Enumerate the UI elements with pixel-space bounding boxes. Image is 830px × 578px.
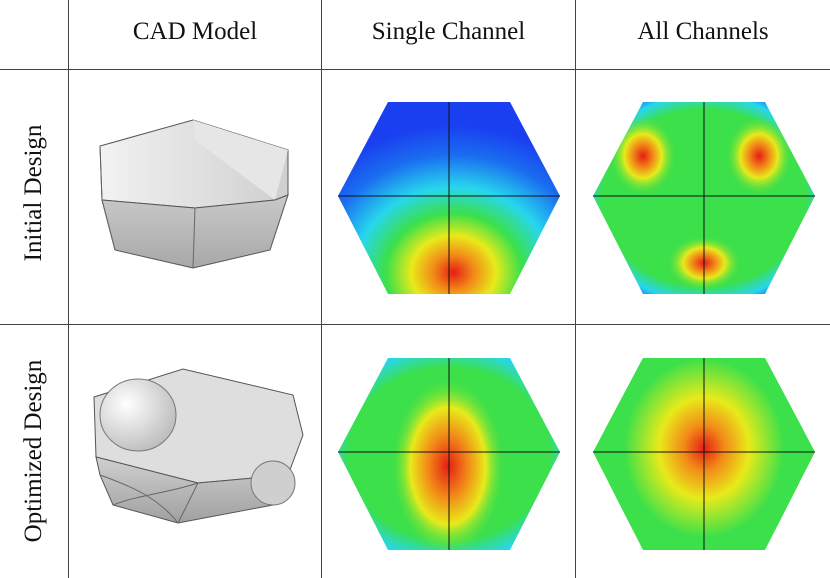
initial-cad-model <box>90 110 300 275</box>
optimized-single-channel-heatmap <box>336 356 562 552</box>
optimized-cad-model <box>88 365 310 530</box>
row-divider <box>0 324 830 325</box>
column-header-cad-model: CAD Model <box>132 18 258 45</box>
col-divider-2 <box>575 0 576 578</box>
row-header-optimized-design: Optimized Design <box>20 359 47 543</box>
initial-single-channel-heatmap <box>336 100 562 296</box>
column-header-single-channel: Single Channel <box>371 18 526 45</box>
col-divider-1 <box>321 0 322 578</box>
optimized-all-channels-heatmap <box>591 356 817 552</box>
rowhead-divider <box>68 0 69 578</box>
column-header-all-channels: All Channels <box>637 18 769 45</box>
header-divider <box>0 69 830 70</box>
row-header-initial-design: Initial Design <box>20 124 47 262</box>
initial-all-channels-heatmap <box>591 100 817 296</box>
